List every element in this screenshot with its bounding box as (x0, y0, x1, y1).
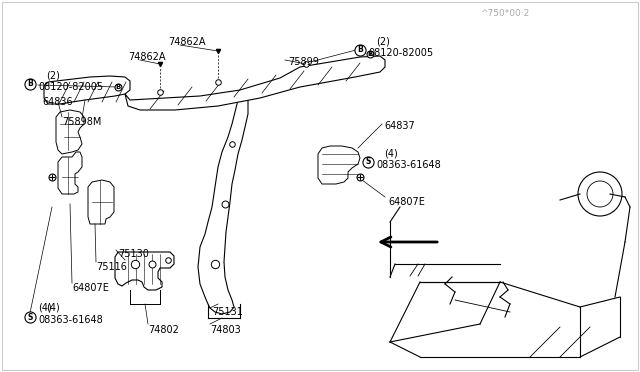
Text: S: S (28, 312, 33, 321)
Text: (4): (4) (46, 303, 60, 313)
Text: 08120-82005: 08120-82005 (368, 48, 433, 58)
Text: 75898M: 75898M (62, 117, 101, 127)
Text: B: B (115, 84, 120, 90)
Text: B: B (357, 45, 363, 55)
Polygon shape (58, 152, 82, 194)
Text: 64837: 64837 (384, 121, 415, 131)
Text: 64836: 64836 (42, 97, 72, 107)
Text: 75131: 75131 (212, 307, 243, 317)
Text: 74803: 74803 (210, 325, 241, 335)
Text: 08120-82005: 08120-82005 (38, 82, 103, 92)
Polygon shape (198, 92, 248, 314)
Text: 74802: 74802 (148, 325, 179, 335)
Polygon shape (318, 146, 360, 184)
Text: (4): (4) (384, 149, 397, 159)
Polygon shape (125, 56, 385, 110)
Polygon shape (115, 252, 174, 290)
Text: 75899: 75899 (288, 57, 319, 67)
Text: ^750*00·2: ^750*00·2 (480, 10, 529, 19)
Text: (4): (4) (38, 303, 52, 313)
Text: (2): (2) (376, 37, 390, 47)
Text: 75116: 75116 (96, 262, 127, 272)
Polygon shape (44, 76, 130, 104)
Text: 74862A: 74862A (168, 37, 205, 47)
Text: 75130: 75130 (118, 249, 149, 259)
Text: 08363-61648: 08363-61648 (376, 160, 441, 170)
Text: B: B (27, 80, 33, 89)
Text: 08363-61648: 08363-61648 (38, 315, 103, 325)
Text: 64807E: 64807E (388, 197, 425, 207)
Text: S: S (365, 157, 371, 167)
Text: 74862A: 74862A (128, 52, 166, 62)
Polygon shape (56, 110, 84, 154)
Text: B: B (367, 51, 372, 57)
Text: (2): (2) (46, 70, 60, 80)
Text: 64807E: 64807E (72, 283, 109, 293)
Polygon shape (88, 180, 114, 224)
